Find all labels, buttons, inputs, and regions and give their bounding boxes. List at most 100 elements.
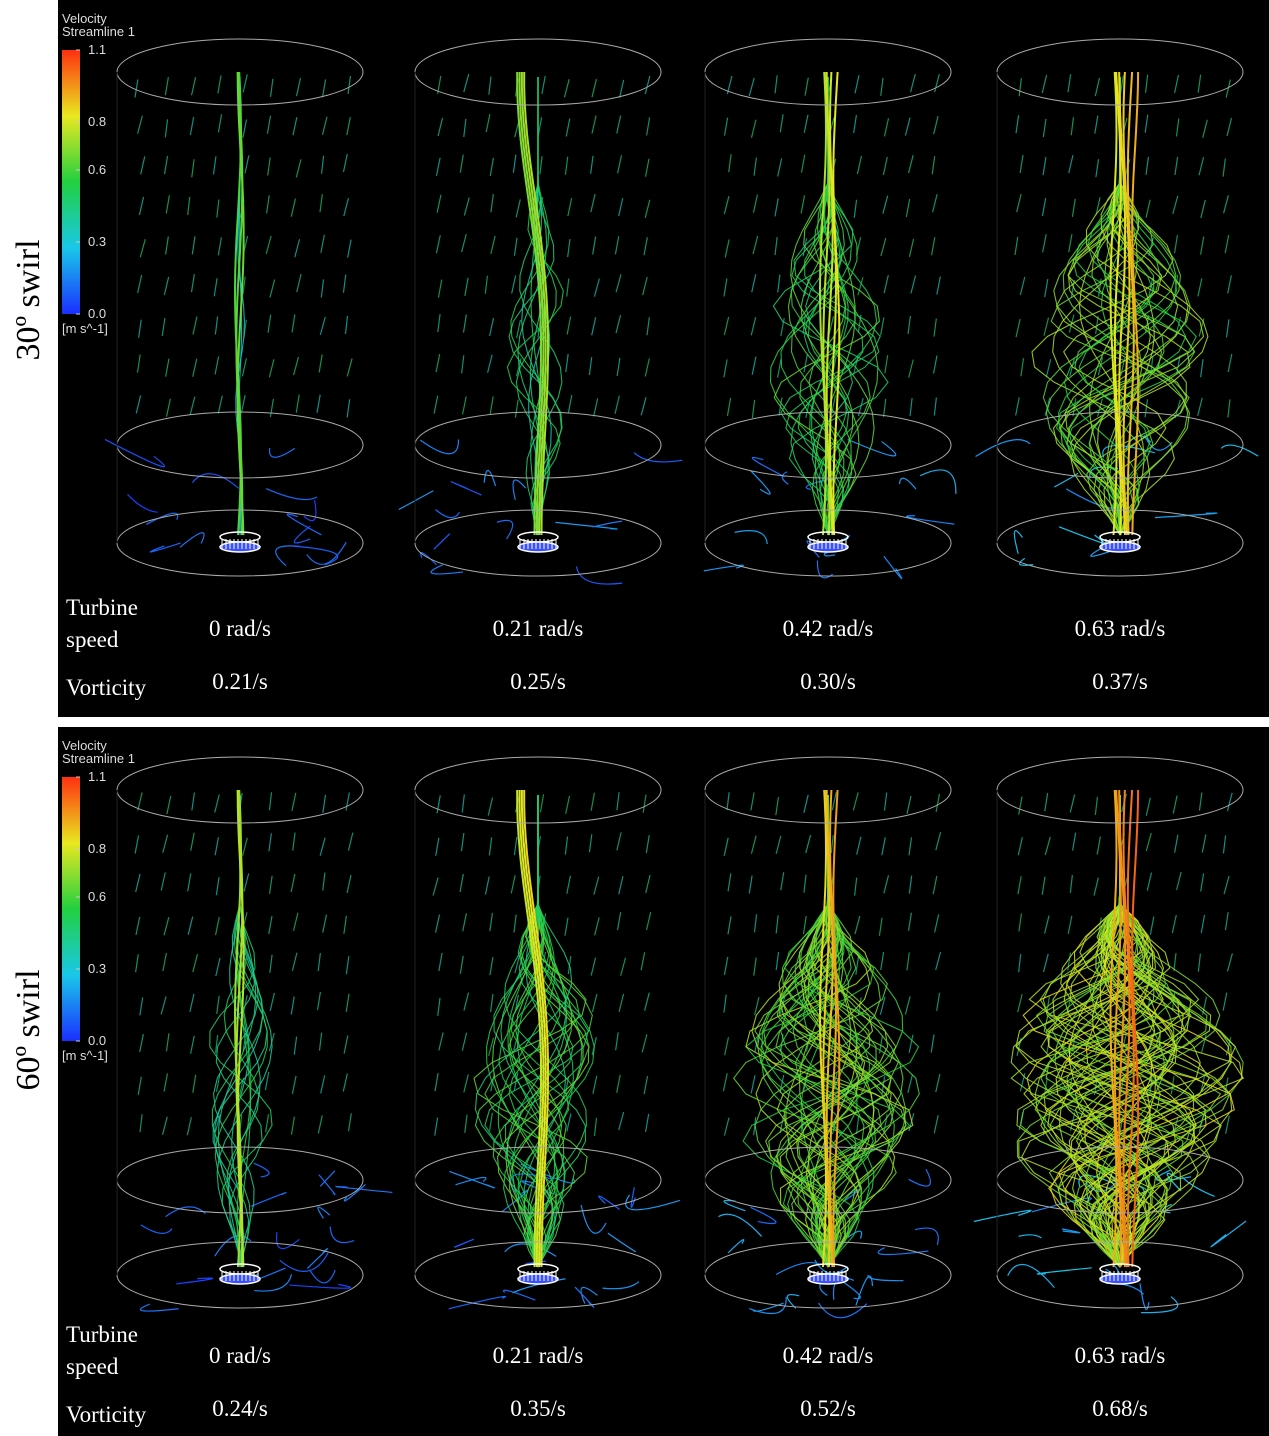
velocity-vector (644, 199, 651, 219)
velocity-vector (831, 792, 837, 811)
velocity-vector (319, 194, 323, 213)
velocity-vector (1068, 154, 1074, 174)
velocity-vector (780, 317, 785, 337)
velocity-vector (488, 1112, 493, 1131)
row-label: 30º swirl (10, 239, 47, 361)
velocity-vector (437, 279, 443, 298)
velocity-vector (854, 75, 860, 94)
velocity-vector (217, 114, 223, 133)
core-streamline (235, 71, 244, 536)
core-streamline (1118, 789, 1127, 1268)
velocity-vector (935, 951, 942, 971)
velocity-vector (564, 1076, 570, 1095)
velocity-vector (775, 835, 782, 854)
velocity-vector (191, 236, 196, 255)
colorbar-tick-label: 0.3 (88, 234, 107, 249)
velocity-vector (803, 354, 808, 373)
velocity-vector (906, 952, 910, 971)
velocity-vector (645, 835, 650, 854)
velocity-vector (723, 994, 727, 1013)
low-streamline (293, 525, 311, 544)
velocity-vector (618, 1111, 625, 1131)
turbine-speed: 0 rad/s (209, 616, 271, 641)
velocity-vector (435, 353, 441, 373)
velocity-vector (269, 279, 276, 298)
velocity-vector (137, 274, 143, 294)
velocity-vector (266, 115, 272, 134)
velocity-vector (723, 316, 730, 336)
velocity-vector (800, 195, 806, 214)
low-streamline (419, 439, 460, 455)
colorbar-tick-label: 0.0 (88, 306, 107, 321)
velocity-vector (1097, 357, 1104, 376)
velocity-vector (723, 1117, 730, 1136)
low-streamline (750, 1206, 777, 1225)
velocity-vector (163, 156, 169, 175)
velocity-vector (1200, 199, 1206, 219)
velocity-vector (804, 77, 809, 96)
core-streamline (520, 72, 547, 536)
velocity-vector (512, 154, 517, 173)
velocity-vector (136, 115, 143, 134)
velocity-vector (513, 237, 518, 256)
low-streamline (139, 1303, 179, 1312)
velocity-vector (344, 315, 349, 334)
velocity-vector (513, 914, 517, 933)
velocity-vector (1198, 157, 1205, 176)
core-streamline (1113, 71, 1122, 536)
low-streamline (1220, 444, 1259, 457)
low-streamline (703, 564, 744, 572)
velocity-vector (1201, 1034, 1207, 1053)
colorbar-unit: [m s^-1] (62, 321, 108, 336)
velocity-vector (165, 1033, 170, 1052)
velocity-vector (1044, 278, 1049, 298)
velocity-vector (164, 77, 169, 96)
velocity-vector (855, 956, 860, 975)
velocity-vector (539, 794, 545, 813)
velocity-vector (1176, 871, 1182, 891)
velocity-vector (432, 877, 439, 896)
velocity-vector (137, 1076, 142, 1095)
velocity-vector (1045, 359, 1052, 378)
velocity-vector (564, 917, 569, 936)
velocity-vector (618, 876, 624, 895)
low-streamline (751, 456, 785, 478)
core-streamline (518, 72, 545, 536)
velocity-vector (268, 792, 273, 811)
velocity-vector (774, 75, 778, 94)
low-streamline (454, 1238, 475, 1248)
velocity-vector (292, 832, 296, 851)
velocity-vector (162, 952, 167, 972)
low-streamline (749, 1296, 787, 1315)
velocity-vector (292, 912, 299, 931)
velocity-vector (616, 115, 622, 134)
velocity-vector (879, 996, 886, 1015)
velocity-vector (566, 278, 570, 297)
low-streamline (844, 1189, 860, 1202)
velocity-vector (802, 315, 806, 334)
velocity-vector (1173, 953, 1177, 972)
velocity-vector (878, 917, 883, 936)
velocity-vector (161, 1116, 168, 1135)
velocity-vector (490, 194, 494, 213)
velocity-vector (1067, 74, 1072, 93)
velocity-vector (138, 196, 145, 216)
velocity-vector (1093, 877, 1099, 896)
colorbar-tick-label: 0.8 (88, 114, 107, 129)
low-streamline (607, 1232, 637, 1253)
low-streamline (1007, 1264, 1055, 1289)
velocity-vector (644, 992, 650, 1011)
velocity-vector (163, 1073, 169, 1092)
velocity-vector (138, 319, 142, 338)
velocity-vector (563, 79, 570, 98)
velocity-vector (319, 837, 326, 856)
core-streamline (1131, 71, 1140, 536)
core-streamline (236, 789, 245, 1268)
velocity-vector (1069, 794, 1076, 813)
velocity-vector (777, 359, 782, 378)
velocity-vector (828, 316, 835, 335)
velocity-vector (295, 394, 300, 413)
velocity-vector (802, 916, 807, 935)
low-streamline (496, 519, 514, 540)
core-streamline (818, 789, 828, 1268)
